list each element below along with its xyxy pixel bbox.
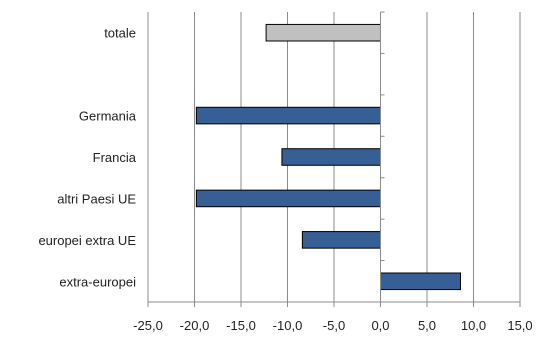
category-label-0: totale <box>104 26 136 41</box>
x-tick-label-1: -20,0 <box>180 318 210 333</box>
bar-0 <box>265 23 381 42</box>
bar-5 <box>301 231 382 249</box>
bar-6 <box>380 272 461 291</box>
x-tick-label-4: -5,0 <box>323 318 345 333</box>
category-label-5: europei extra UE <box>38 233 136 248</box>
bars <box>195 23 461 291</box>
category-label-3: Francia <box>93 150 137 165</box>
x-tick-label-8: 15,0 <box>507 318 532 333</box>
x-tick-label-2: -15,0 <box>226 318 256 333</box>
bar-4 <box>195 189 381 208</box>
category-label-2: Germania <box>79 109 137 124</box>
category-labels: totale Germania Francia altri Paesi UE europ… <box>38 26 136 290</box>
x-tick-label-0: -25,0 <box>133 318 163 333</box>
bar-2 <box>195 106 381 125</box>
bar-3 <box>281 148 382 166</box>
category-label-4: altri Paesi UE <box>57 191 136 206</box>
category-label-6: extra-europei <box>59 274 136 289</box>
x-tick-label-7: 10,0 <box>461 318 486 333</box>
x-tick-label-6: 5,0 <box>418 318 436 333</box>
x-tick-label-5: 0,0 <box>371 318 389 333</box>
x-tick-label-3: -10,0 <box>273 318 303 333</box>
x-tick-labels: -25,0 -20,0 -15,0 -10,0 -5,0 0,0 5,0 10,0 15,0 <box>133 318 532 333</box>
axes <box>147 11 521 307</box>
